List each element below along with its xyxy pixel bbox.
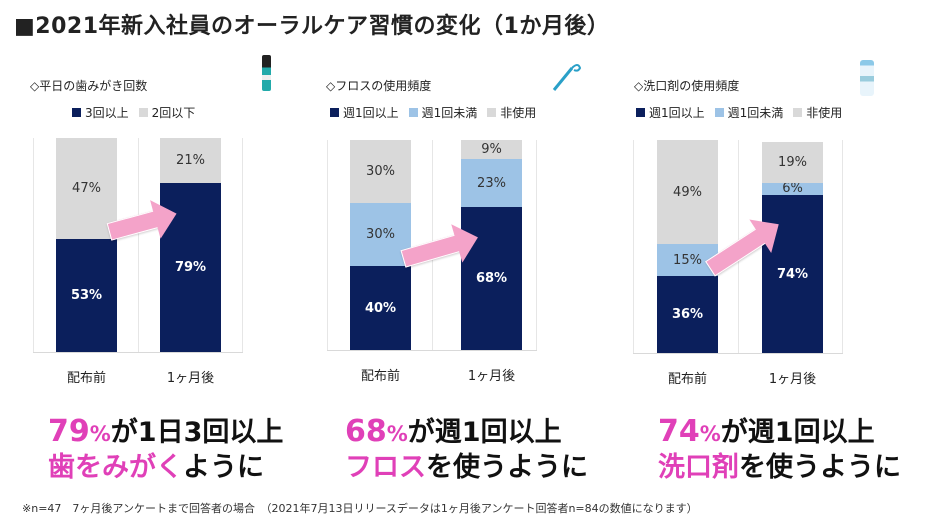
headline-line1: 68%が週1回以上 [345,415,588,451]
headline-line1: 74%が週1回以上 [658,415,901,451]
headline-highlight: 歯をみがく [48,452,183,483]
category-label: 1ヶ月後 [166,371,215,386]
headline-percent-sign: % [386,422,408,446]
chart-title: ◇平日の歯みがき回数 [30,79,148,93]
legend-swatch [714,108,724,117]
data-label-bar-segment: 40% [350,266,411,350]
headline-text: が週1回以上 [720,417,875,448]
gridline [633,140,634,353]
data-label-bar-segment: 47% [56,138,117,239]
legend-swatch [138,108,148,117]
gridline [327,140,328,350]
legend-label: 非使用 [500,106,537,120]
headline-percent: 68 [345,414,387,449]
gridline [138,138,139,352]
legend-item: 週1回以上 [636,104,705,121]
legend-item: 週1回以上 [330,104,399,121]
toothpaste-tube-icon [262,55,271,91]
legend-item: 3回以上 [72,104,129,121]
category-label: 配布前 [66,371,106,386]
legend-swatch [408,108,418,117]
headline-1: 79%が1日3回以上 歯をみがくように [48,415,283,485]
legend-label: 週1回未満 [727,106,784,120]
chart-legend: 週1回以上 週1回未満 非使用 [330,104,536,121]
headline-2: 68%が週1回以上 フロスを使うように [345,415,588,485]
mouthwash-bottle-icon [860,60,874,96]
category-label: 1ヶ月後 [467,369,516,384]
gridline [842,140,843,353]
data-label-bar-segment: 53% [56,238,117,352]
legend-label: 非使用 [806,106,843,120]
data-label-bar-segment: 9% [461,140,522,159]
legend-item: 非使用 [487,104,536,121]
headline-text: が週1回以上 [407,417,562,448]
headline-text: が1日3回以上 [110,417,284,448]
gridline [536,140,537,350]
legend-swatch [793,108,803,117]
data-label-bar-segment: 49% [657,140,718,245]
legend-label: 週1回以上 [343,106,399,120]
data-label-bar-segment: 21% [160,138,221,183]
headline-text: を使うように [739,452,901,483]
gridline [33,138,34,352]
headline-percent: 74 [658,414,700,449]
data-label-bar-segment: 19% [762,142,823,183]
headline-3: 74%が週1回以上 洗口剤を使うように [658,415,901,485]
headline-text: ように [183,452,264,483]
plot-area: 40% 30% 30% 68% 23% 9% [327,140,537,351]
page-title: ■2021年新入社員のオーラルケア習慣の変化（1か月後） [14,14,610,39]
gridline [242,138,243,352]
legend-label: 2回以下 [151,106,196,120]
legend-item: 非使用 [793,104,842,121]
legend-item: 2回以下 [138,104,196,121]
headline-line1: 79%が1日3回以上 [48,415,283,451]
category-label: 配布前 [667,372,707,387]
legend-label: 週1回未満 [421,106,478,120]
chart-title: ◇フロスの使用頻度 [326,79,432,93]
plot-area: 36% 15% 49% 74% 6% 19% [633,140,843,354]
chart-legend: 3回以上 2回以下 [72,104,195,121]
legend-item: 週1回未満 [714,104,784,121]
data-label-bar-segment: 6% [762,181,823,196]
category-label: 1ヶ月後 [768,372,817,387]
data-label-bar-segment: 23% [461,158,522,208]
data-label-bar-segment: 36% [657,276,718,353]
category-label: 配布前 [360,369,400,384]
headline-percent-sign: % [89,422,111,446]
footnote: ※n=47 7ヶ月後アンケートまで回答者の場合 （2021年7月13日リリースデ… [22,502,698,515]
chart-legend: 週1回以上 週1回未満 非使用 [636,104,842,121]
headline-line2: 洗口剤を使うように [658,451,901,485]
headline-text: を使うように [426,452,588,483]
chart-title: ◇洗口剤の使用頻度 [634,79,740,93]
legend-swatch [330,108,339,117]
legend-swatch [487,108,497,117]
headline-line2: 歯をみがくように [48,451,283,485]
headline-line2: フロスを使うように [345,451,588,485]
headline-highlight: フロス [345,452,426,483]
legend-label: 週1回以上 [649,106,705,120]
data-label-bar-segment: 30% [350,203,411,266]
floss-pick-icon [548,60,582,98]
legend-swatch [72,108,81,117]
legend-swatch [636,108,645,117]
headline-highlight: 洗口剤 [658,452,739,483]
headline-percent: 79 [48,414,90,449]
headline-percent-sign: % [699,422,721,446]
plot-area: 53% 47% 79% 21% [33,138,243,353]
legend-label: 3回以上 [85,106,129,120]
legend-item: 週1回未満 [408,104,478,121]
data-label-bar-segment: 30% [350,140,411,203]
